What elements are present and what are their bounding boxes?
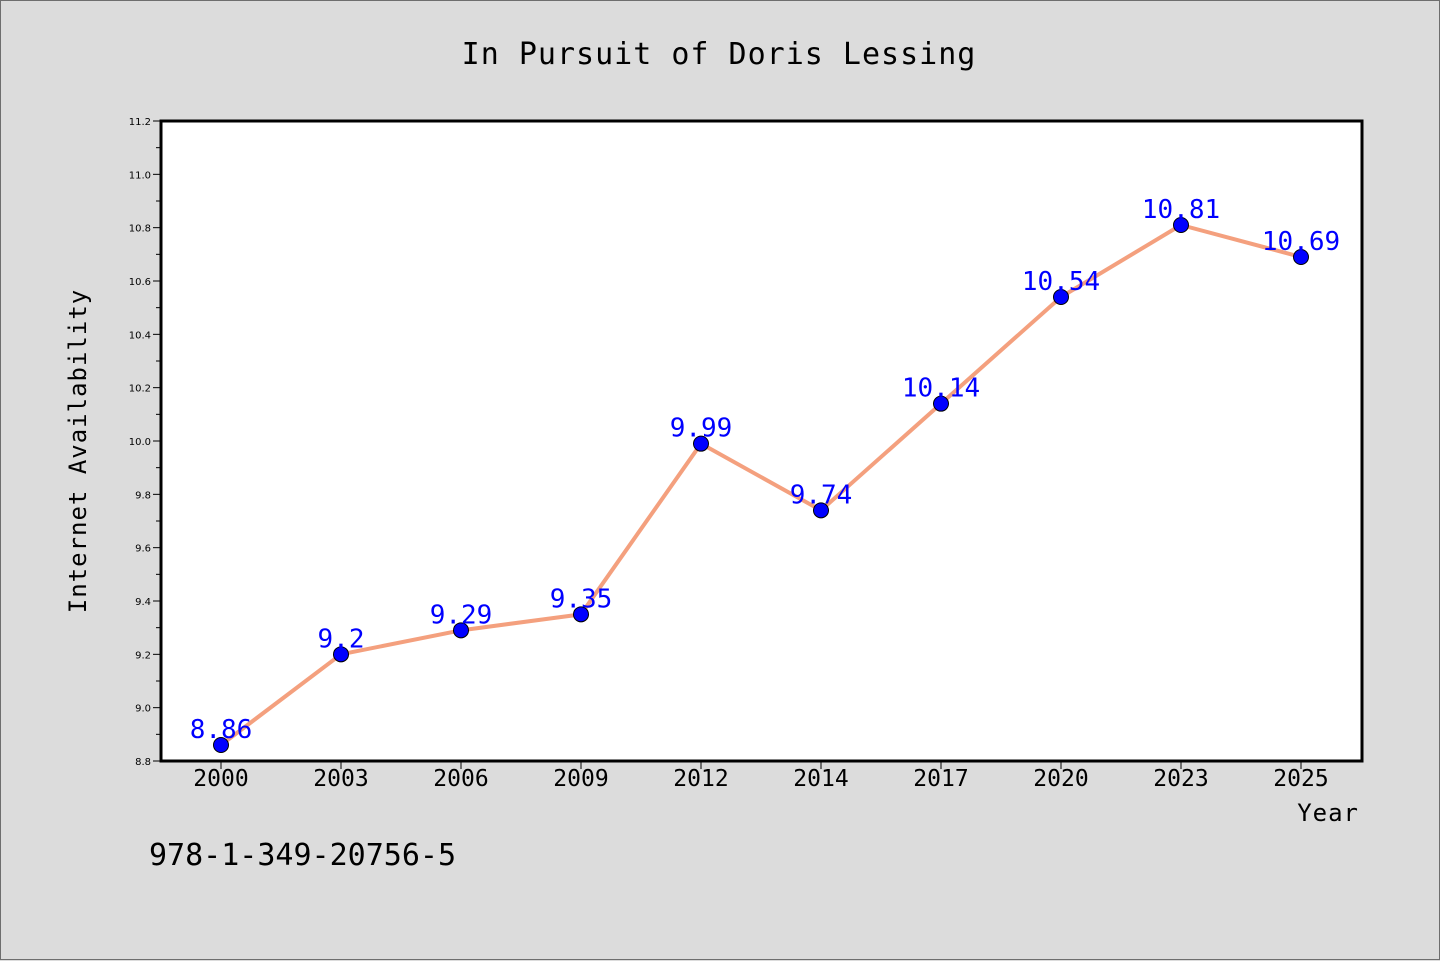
y-tick-label: 8.8 [135, 757, 151, 768]
x-tick-label: 2000 [193, 766, 248, 792]
data-label: 8.86 [190, 715, 253, 745]
data-point [813, 502, 829, 519]
y-tick-label: 10.6 [129, 277, 151, 288]
y-tick-label: 10.0 [129, 437, 151, 448]
data-label: 10.54 [1022, 267, 1100, 297]
x-tick-label: 2006 [433, 766, 488, 792]
y-axis: 8.8 9.0 9.2 9.4 9.6 9.8 10.0 10.2 10.4 10.6 10.8 11… [129, 117, 161, 768]
y-tick-label: 10.8 [129, 224, 151, 235]
y-tick-label: 11.0 [129, 170, 151, 181]
y-tick-label: 10.2 [129, 384, 151, 395]
data-label: 9.99 [670, 414, 733, 444]
data-point [453, 622, 469, 639]
data-point [933, 395, 949, 412]
plot-area [159, 119, 1364, 763]
data-point [1053, 289, 1069, 305]
data-point [333, 646, 349, 663]
data-points [213, 217, 1309, 753]
x-tick-label: 2025 [1273, 766, 1328, 792]
data-label: 10.14 [902, 374, 980, 404]
chart-title: In Pursuit of Doris Lessing [462, 37, 977, 72]
x-tick-label: 2023 [1153, 766, 1208, 792]
data-label: 9.2 [318, 624, 365, 654]
x-axis-label: Year [1297, 799, 1359, 827]
data-point [573, 606, 589, 623]
data-label: 9.74 [790, 480, 853, 510]
y-tick-label: 10.4 [129, 330, 151, 341]
data-point [1293, 249, 1309, 265]
x-tick-label: 2014 [793, 766, 848, 792]
y-tick-label: 9.6 [135, 544, 151, 555]
x-tick-label: 2020 [1033, 766, 1088, 792]
series-line [219, 223, 1302, 747]
y-tick-label: 9.4 [135, 597, 151, 608]
data-label: 9.29 [430, 600, 493, 630]
x-tick-label: 2017 [913, 766, 968, 792]
x-tick-label: 2009 [553, 766, 608, 792]
data-labels: 8.86 9.2 9.29 9.35 9.99 9.74 10.14 10.54 10.81 10… [190, 195, 1340, 745]
x-tick-label: 2003 [313, 766, 368, 792]
data-label: 10.69 [1262, 227, 1340, 257]
data-point [213, 737, 229, 753]
data-label: 10.81 [1142, 195, 1220, 225]
isbn-text: 978-1-349-20756-5 [149, 838, 456, 873]
data-label: 9.35 [550, 584, 613, 614]
data-point [693, 435, 709, 452]
y-tick-label: 11.2 [129, 117, 151, 128]
x-tick-label: 2012 [673, 766, 728, 792]
y-tick-label: 9.2 [135, 650, 151, 661]
data-point [1173, 217, 1189, 233]
y-tick-label: 9.8 [135, 490, 151, 501]
x-axis: 2000 2003 2006 2009 2012 2014 2017 2020 2023 2025 [193, 761, 1329, 792]
y-axis-label: Internet Availability [64, 289, 92, 613]
y-tick-label: 9.0 [135, 704, 151, 715]
